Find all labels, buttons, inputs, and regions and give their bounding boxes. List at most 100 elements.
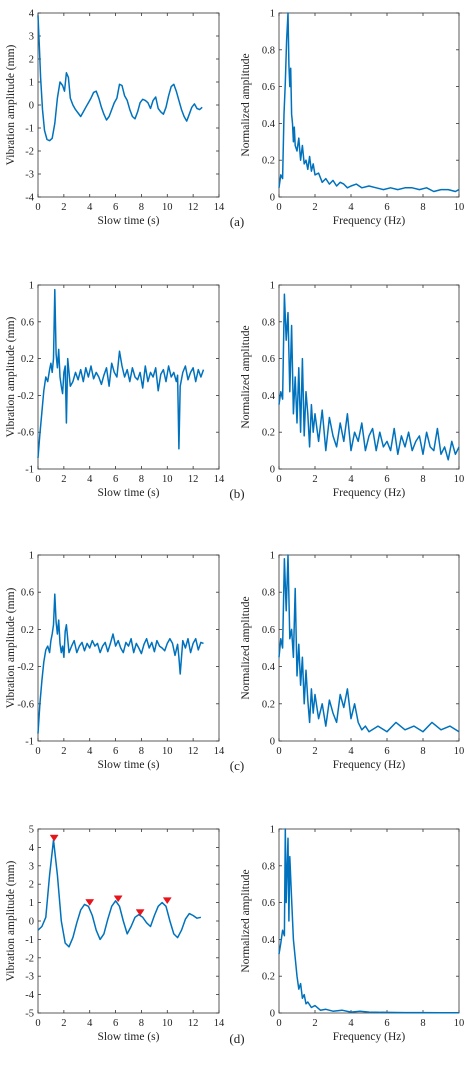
x-tick-label: 10: [454, 1018, 465, 1029]
x-axis-label: Slow time (s): [98, 487, 160, 499]
x-tick-label: 8: [420, 474, 425, 485]
x-tick-label: 4: [348, 1018, 354, 1029]
chart-panel-c-left: 0 2 4 6 8 10 12 14 -1 -0.6 -0.2 0.2 0.6 1 Slow time (s…: [5, 551, 225, 772]
x-axis-label: Slow time (s): [98, 759, 160, 771]
x-tick-label: 14: [214, 1018, 225, 1029]
series-line: [278, 554, 460, 733]
series-line: [278, 828, 459, 1014]
x-tick-label: 8: [420, 746, 425, 757]
y-tick-label: 0.4: [262, 119, 276, 130]
axes-frame: [37, 828, 220, 1014]
y-tick-label: -1: [25, 737, 34, 748]
x-tick-label: 2: [61, 746, 66, 757]
x-axis-label: Frequency (Hz): [333, 759, 406, 771]
series-line: [37, 593, 204, 734]
y-tick-label: 1: [29, 78, 34, 89]
x-tick-label: 6: [113, 202, 118, 213]
y-tick-label: -0.6: [17, 699, 34, 710]
y-tick-label: 0: [270, 465, 275, 476]
y-axis-label: Vibration amplitude (mm): [5, 44, 17, 165]
y-tick-label: 4: [29, 9, 35, 20]
y-tick-label: 0: [270, 1009, 275, 1020]
x-tick-label: 6: [384, 746, 389, 757]
x-tick-label: 2: [312, 202, 317, 213]
y-tick-label: 2: [29, 55, 34, 66]
x-tick-label: 2: [312, 746, 317, 757]
x-tick-label: 4: [87, 746, 93, 757]
x-tick-label: 6: [384, 202, 389, 213]
axes-frame: [37, 284, 220, 470]
x-tick-label: 10: [162, 202, 173, 213]
y-axis-label: Vibration amplitude (mm): [5, 316, 17, 437]
peak-marker: [49, 834, 59, 842]
x-tick-label: 14: [214, 474, 225, 485]
y-tick-label: 0.4: [262, 391, 276, 402]
y-tick-label: -1: [25, 935, 34, 946]
y-tick-label: 0.6: [262, 354, 275, 365]
y-tick-label: 0.6: [21, 588, 34, 599]
x-tick-label: 4: [87, 202, 93, 213]
x-tick-label: 8: [139, 1018, 144, 1029]
axes-frame: [278, 828, 460, 1014]
y-tick-label: 1: [29, 281, 34, 292]
y-tick-label: -0.6: [17, 428, 34, 439]
axes-frame: [278, 12, 460, 198]
y-tick-label: 0: [270, 737, 275, 748]
peak-marker: [162, 897, 172, 905]
x-tick-label: 10: [162, 474, 173, 485]
x-tick-label: 0: [35, 746, 40, 757]
y-tick-label: 0.2: [262, 156, 275, 167]
panel-caption: (c): [230, 758, 244, 773]
y-axis-label: Vibration amplitude (mm): [5, 587, 17, 708]
x-tick-label: 4: [348, 746, 354, 757]
y-tick-label: -0.2: [17, 391, 34, 402]
series-line: [278, 12, 460, 193]
x-tick-label: 0: [276, 202, 281, 213]
y-tick-label: 0.2: [262, 972, 275, 983]
y-tick-label: 0.8: [262, 45, 275, 56]
y-tick-label: -5: [25, 1009, 34, 1020]
y-tick-label: 0.2: [21, 354, 34, 365]
y-axis-label: Vibration amplitude (mm): [5, 860, 17, 981]
x-tick-label: 10: [454, 474, 465, 485]
peak-marker: [85, 899, 95, 906]
y-tick-label: 0.4: [262, 935, 276, 946]
x-tick-label: 6: [113, 746, 118, 757]
x-tick-label: 10: [454, 746, 465, 757]
panel-caption: (d): [229, 1031, 244, 1046]
y-tick-label: 0.4: [262, 662, 276, 673]
x-tick-label: 14: [214, 202, 225, 213]
x-tick-label: 0: [276, 746, 281, 757]
x-tick-label: 2: [61, 202, 66, 213]
x-tick-label: 6: [113, 474, 118, 485]
x-axis-label: Slow time (s): [98, 1031, 160, 1043]
axes-frame: [37, 554, 220, 742]
panel-caption: (a): [230, 214, 244, 229]
x-tick-label: 4: [87, 474, 93, 485]
peak-marker: [135, 909, 145, 917]
y-tick-label: 1: [29, 898, 34, 909]
x-axis-label: Frequency (Hz): [333, 1031, 406, 1043]
x-tick-label: 0: [276, 474, 281, 485]
x-tick-label: 6: [384, 474, 389, 485]
x-tick-label: 2: [312, 474, 317, 485]
chart-panel-d-right: 0 2 4 6 8 10 0 0.2 0.4 0.6 0.8 1 Frequency (Hz) Norma…: [240, 825, 464, 1044]
axes-frame: [278, 554, 460, 742]
x-tick-label: 10: [162, 1018, 173, 1029]
x-tick-label: 12: [188, 202, 199, 213]
x-tick-label: 0: [35, 474, 40, 485]
x-tick-label: 0: [276, 1018, 281, 1029]
y-tick-label: 0.8: [262, 588, 275, 599]
y-tick-label: -3: [25, 972, 34, 983]
series-line: [278, 293, 460, 461]
x-tick-label: 4: [87, 1018, 93, 1029]
y-tick-label: 2: [29, 880, 34, 891]
x-tick-label: 2: [61, 1018, 66, 1029]
y-tick-label: 0.6: [21, 317, 34, 328]
chart-panel-a-right: 0 2 4 6 8 10 0 0.2 0.4 0.6 0.8 1 Frequency (Hz) Norma…: [240, 9, 464, 228]
x-tick-label: 0: [35, 202, 40, 213]
x-axis-label: Frequency (Hz): [333, 215, 406, 227]
x-tick-label: 8: [420, 202, 425, 213]
